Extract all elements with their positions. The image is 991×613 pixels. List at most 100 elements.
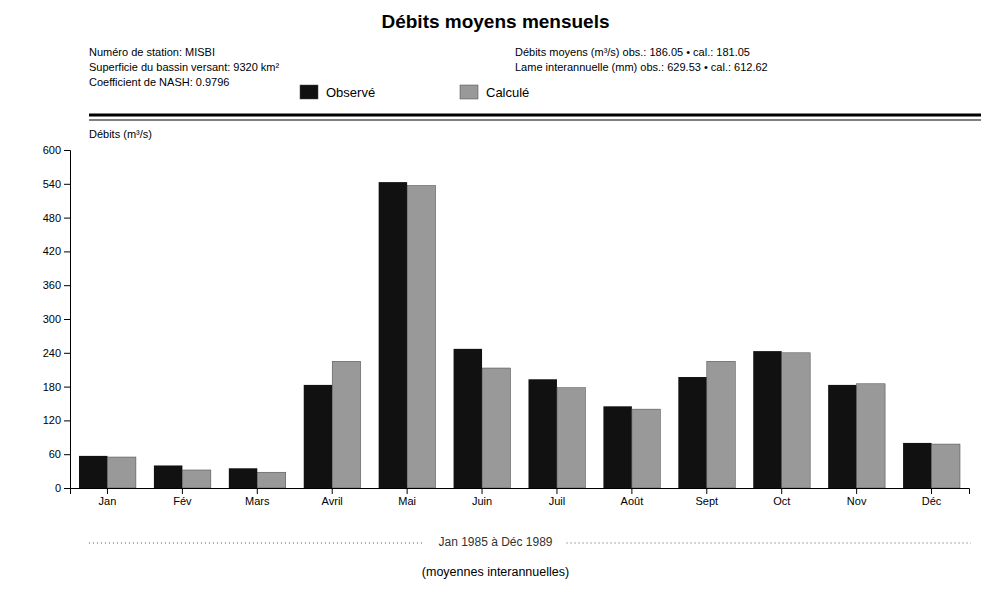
x-tick: Mai xyxy=(398,488,416,507)
tick-mark xyxy=(706,488,707,494)
legend: Observé Calculé xyxy=(300,85,529,100)
tick-mark xyxy=(64,353,70,354)
x-tick: Fév xyxy=(173,488,192,507)
bar xyxy=(229,468,257,488)
tick-label: Mai xyxy=(398,495,416,507)
tick-label: Déc xyxy=(922,495,942,507)
tick-label: 60 xyxy=(49,448,61,460)
dotted-line xyxy=(567,543,971,544)
tick-mark xyxy=(64,420,70,421)
tick-label: 600 xyxy=(43,144,61,156)
bar xyxy=(857,384,885,488)
y-tick: 600 xyxy=(43,144,70,156)
bar xyxy=(678,377,706,488)
x-tick: Nov xyxy=(847,488,867,507)
tick-label: Août xyxy=(621,495,644,507)
tick-mark xyxy=(64,454,70,455)
axis-domain xyxy=(64,151,71,489)
tick-mark xyxy=(631,488,632,494)
plot: 0 60 120 180 240 300 360 420 480 540 600 Jan Fév Mars… xyxy=(43,144,970,507)
x-tick: Mars xyxy=(245,488,270,507)
tick-label: Oct xyxy=(773,495,790,507)
y-tick: 480 xyxy=(43,212,70,224)
tick-mark xyxy=(332,488,333,494)
tick-mark xyxy=(64,319,70,320)
y-tick: 540 xyxy=(43,178,70,190)
bar xyxy=(154,465,182,488)
tick-label: 120 xyxy=(43,414,61,426)
tick-mark xyxy=(407,488,408,494)
x-tick: Juin xyxy=(472,488,492,507)
tick-mark xyxy=(931,488,932,494)
tick-mark xyxy=(64,488,70,489)
y-tick: 360 xyxy=(43,279,70,291)
legend-swatch xyxy=(460,85,478,99)
y-tick: 60 xyxy=(49,448,70,460)
tick-label: 360 xyxy=(43,279,61,291)
bar xyxy=(482,368,510,488)
bar xyxy=(79,456,107,488)
bar xyxy=(557,388,585,488)
x-axis-subtitle: (moyennes interannuelles) xyxy=(422,565,569,579)
tick-mark xyxy=(482,488,483,494)
info-text: Lame interannuelle (mm) obs.: 629.53 • c… xyxy=(515,61,768,73)
info-text: Superficie du bassin versant: 9320 km² xyxy=(89,61,279,73)
tick-label: 540 xyxy=(43,178,61,190)
bar xyxy=(528,379,556,488)
x-axis-title: Jan 1985 à Déc 1989 xyxy=(438,535,552,549)
info-text: Coefficient de NASH: 0.9796 xyxy=(89,76,229,88)
bar xyxy=(332,361,360,488)
chart: Débits moyens mensuels Numéro de station:… xyxy=(0,0,991,613)
tick-mark xyxy=(257,488,258,494)
rule xyxy=(89,120,981,121)
tick-label: 180 xyxy=(43,381,61,393)
bar xyxy=(304,385,332,488)
tick-mark xyxy=(64,150,70,151)
title: Débits moyens mensuels xyxy=(381,11,609,32)
y-tick: 240 xyxy=(43,347,70,359)
bar xyxy=(632,409,660,488)
y-axis: 0 60 120 180 240 300 360 420 480 540 600 xyxy=(43,144,71,494)
bar xyxy=(257,472,285,488)
bar xyxy=(107,457,135,488)
info-text: Numéro de station: MISBI xyxy=(89,46,215,58)
tick-label: 0 xyxy=(55,482,61,494)
x-tick: Août xyxy=(621,488,644,507)
tick-label: 240 xyxy=(43,347,61,359)
tick-mark xyxy=(556,488,557,494)
y-tick: 420 xyxy=(43,245,70,257)
bar xyxy=(407,185,435,488)
axis-title: Débits (m³/s) xyxy=(89,128,152,140)
tick-mark xyxy=(107,488,108,494)
tick-label: 480 xyxy=(43,212,61,224)
tick-mark xyxy=(64,387,70,388)
bar xyxy=(603,406,631,488)
legend-label: Calculé xyxy=(486,85,529,100)
tick-label: Jan xyxy=(99,495,117,507)
bar-series xyxy=(79,182,932,488)
tick-label: 420 xyxy=(43,245,61,257)
tick-mark xyxy=(64,251,70,252)
x-axis: JanFévMarsAvrilMaiJuinJuilAoûtSeptOctNov… xyxy=(71,488,970,507)
y-tick: 300 xyxy=(43,313,70,325)
tick-label: Mars xyxy=(245,495,270,507)
tick-mark xyxy=(781,488,782,494)
legend-swatch xyxy=(300,85,318,99)
tick-label: Juin xyxy=(472,495,492,507)
bar xyxy=(707,361,735,488)
tick-mark xyxy=(64,218,70,219)
y-tick: 0 xyxy=(55,482,70,494)
tick-mark xyxy=(64,285,70,286)
bar xyxy=(828,385,856,488)
bar xyxy=(753,351,781,488)
tick-label: Nov xyxy=(847,495,867,507)
bar xyxy=(782,353,810,488)
info-text: Débits moyens (m³/s) obs.: 186.05 • cal.… xyxy=(515,46,750,58)
tick-label: Juil xyxy=(549,495,566,507)
legend-item: Observé xyxy=(300,85,375,100)
x-tick: Jan xyxy=(99,488,117,507)
bars xyxy=(79,182,960,488)
x-tick: Avril xyxy=(322,488,343,507)
tick-label: Fév xyxy=(173,495,192,507)
tick-mark xyxy=(64,184,70,185)
